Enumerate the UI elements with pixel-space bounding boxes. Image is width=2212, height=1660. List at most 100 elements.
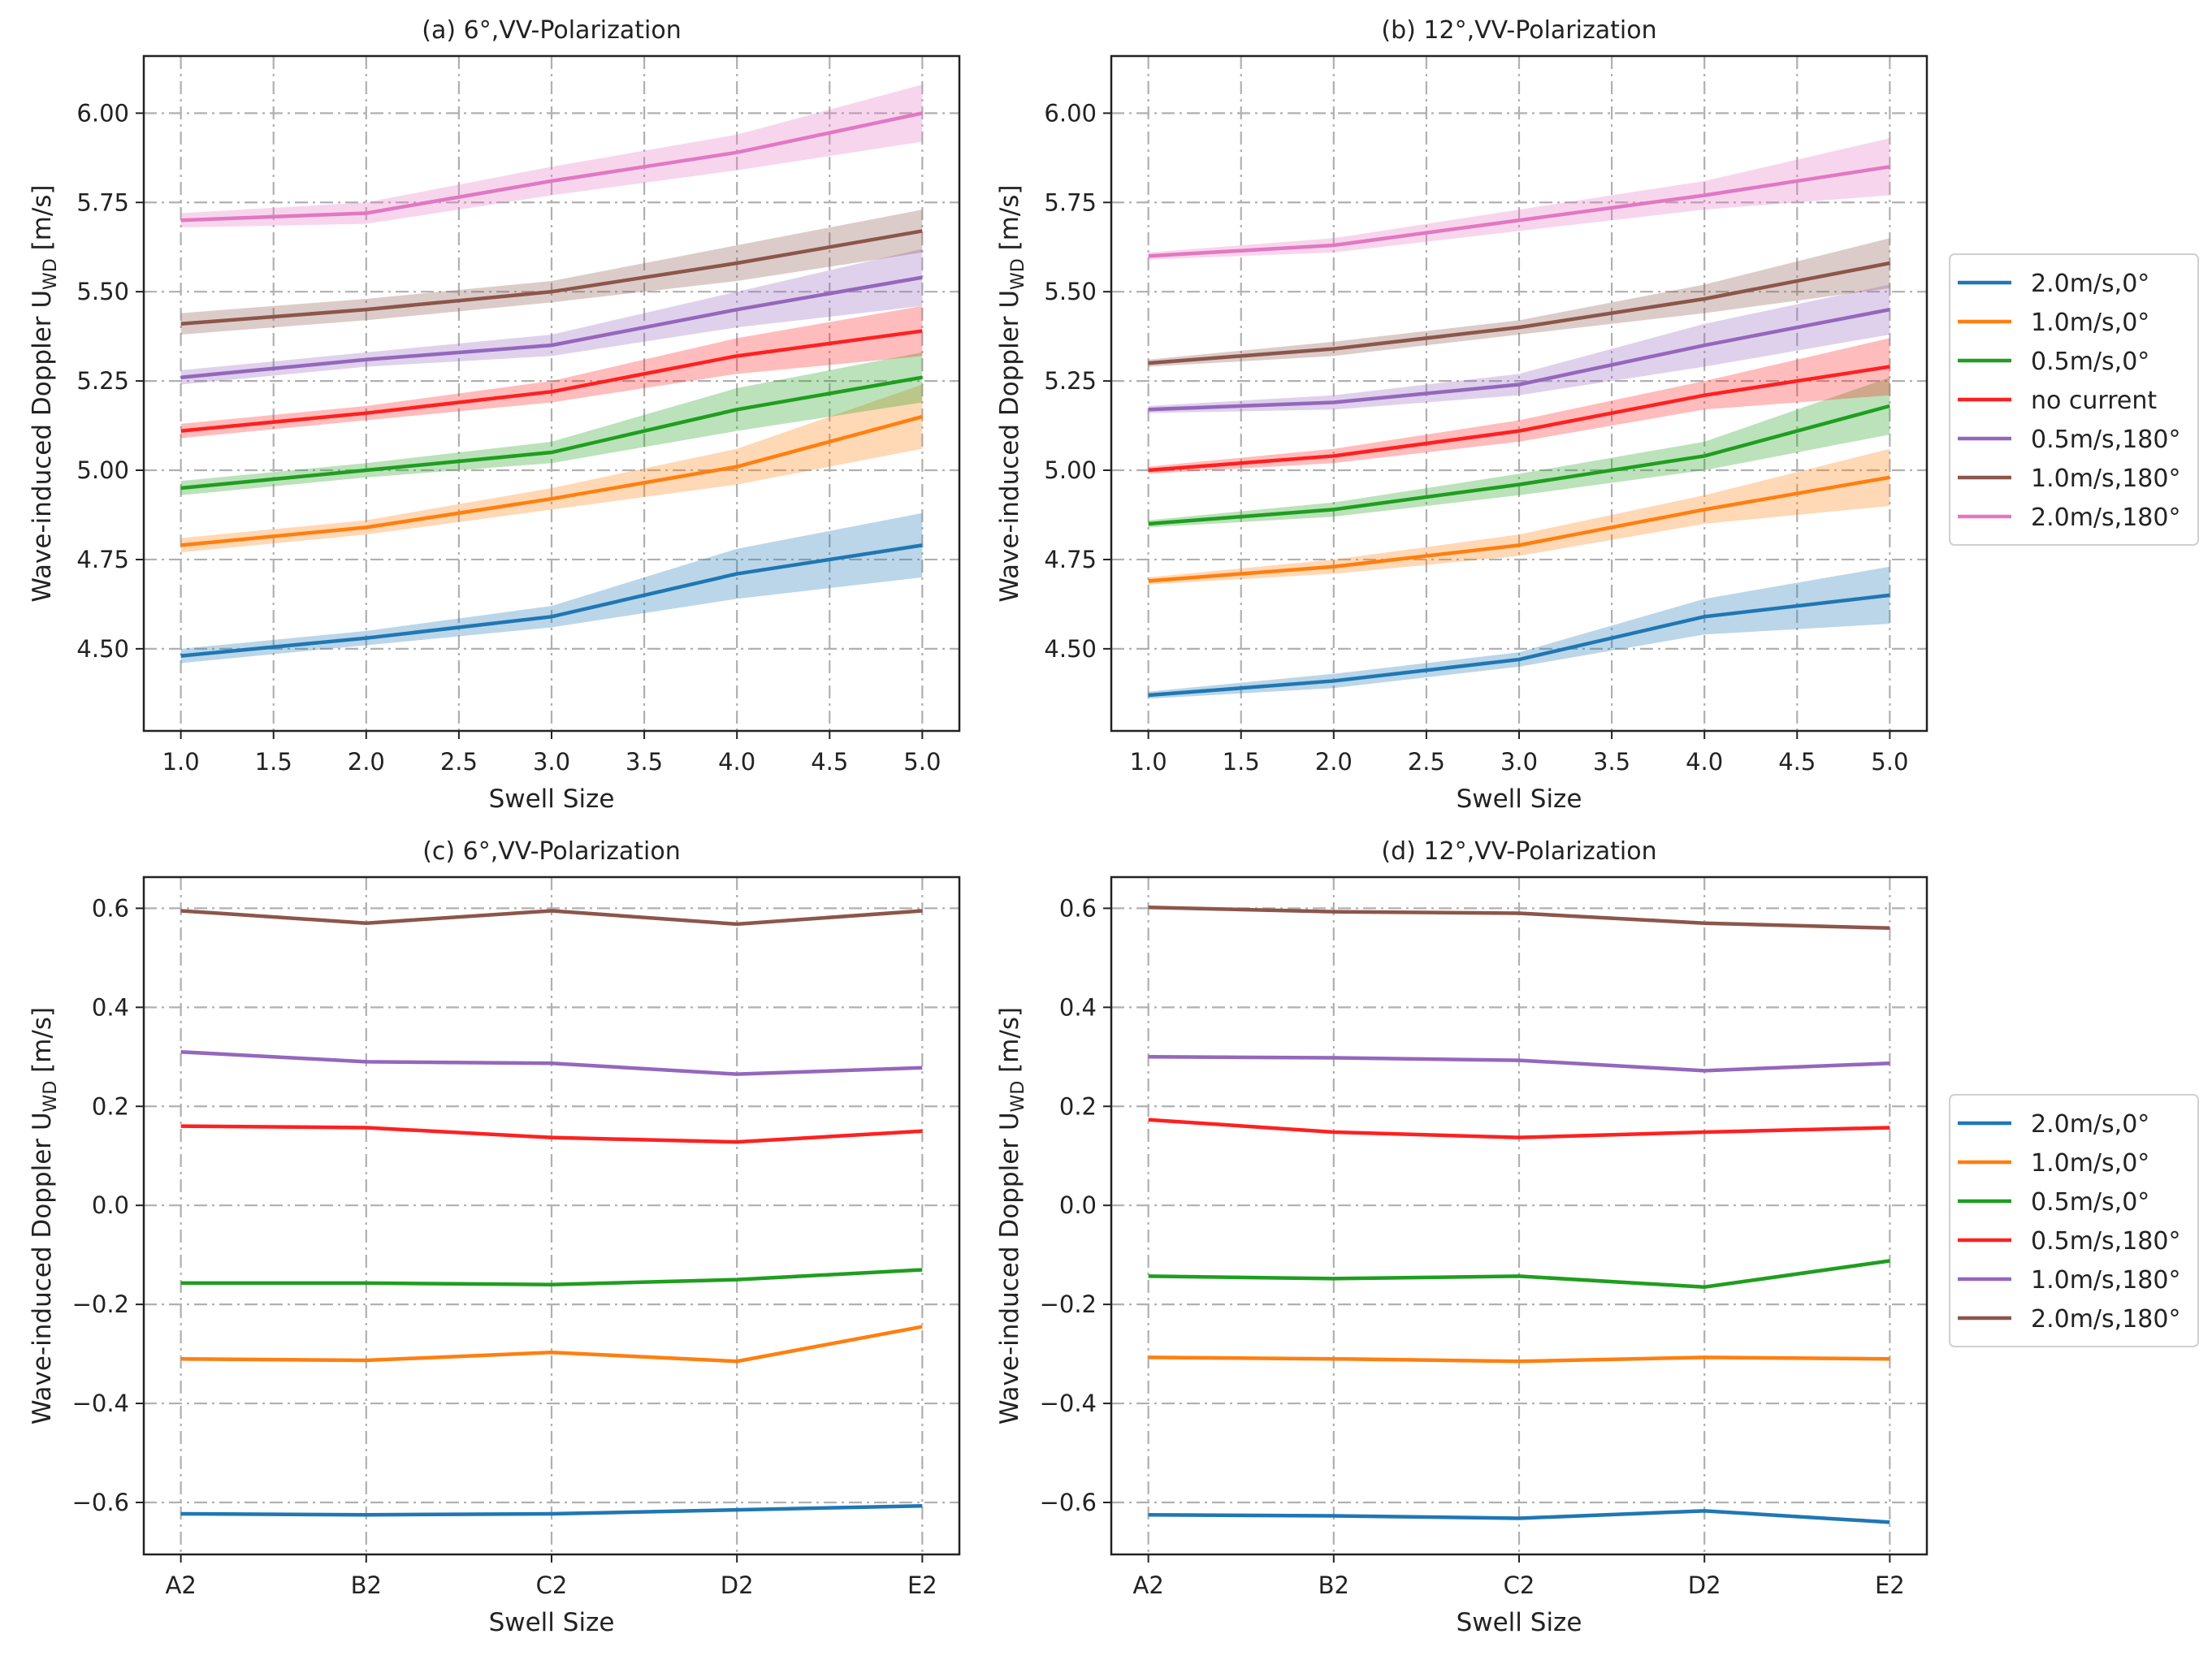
y-axis-label-main: Wave-induced Doppler U bbox=[995, 290, 1024, 603]
y-axis-label-unit: [m/s] bbox=[28, 1007, 57, 1081]
x-tick-label: E2 bbox=[907, 1571, 937, 1599]
y-axis-label-main: Wave-induced Doppler U bbox=[995, 1112, 1024, 1424]
legend: 2.0m/s,0° 1.0m/s,0° 0.5m/s,0° no current 0.5… bbox=[1949, 253, 2199, 546]
x-tick-label: A2 bbox=[165, 1571, 196, 1599]
y-axis-label-subscript: WD bbox=[41, 1081, 61, 1113]
y-tick-label: 5.75 bbox=[76, 188, 129, 216]
y-axis-label-subscript: WD bbox=[1008, 1081, 1028, 1113]
y-tick-label: 5.50 bbox=[76, 278, 129, 305]
series-line-1 bbox=[1148, 475, 1890, 583]
y-tick-label: −0.2 bbox=[72, 1290, 129, 1318]
y-tick-label: 6.00 bbox=[1044, 99, 1097, 127]
x-tick-label: 3.5 bbox=[626, 748, 663, 776]
chart-title: (d) 12°,VV-Polarization bbox=[1381, 837, 1656, 866]
legend-label-1: 1.0m/s,0° bbox=[2031, 309, 2149, 337]
legend-label-1: 1.0m/s,0° bbox=[2031, 1149, 2149, 1178]
series-line-3 bbox=[180, 1124, 923, 1144]
x-tick-label: 3.0 bbox=[1500, 748, 1538, 776]
series-line-5 bbox=[180, 909, 923, 927]
series-line-6 bbox=[180, 111, 923, 223]
confidence-band-2 bbox=[1148, 377, 1890, 528]
legend-frame bbox=[1949, 1094, 2199, 1347]
chart-title: (c) 6°,VV-Polarization bbox=[422, 837, 681, 866]
series-line-1 bbox=[1148, 1355, 1890, 1364]
y-tick-label: 0.2 bbox=[1059, 1092, 1097, 1120]
x-tick-label: 3.0 bbox=[533, 748, 570, 776]
y-axis-label: Wave-induced Doppler UWD [m/s] bbox=[995, 184, 1028, 602]
x-tick-label: 1.0 bbox=[1130, 748, 1167, 776]
series-line-0 bbox=[1148, 593, 1890, 698]
y-tick-label: −0.4 bbox=[1040, 1390, 1097, 1417]
series-line-0 bbox=[180, 1504, 923, 1517]
y-axis-label-unit: [m/s] bbox=[995, 1007, 1024, 1081]
series-line-2 bbox=[180, 375, 923, 491]
confidence-band-0 bbox=[180, 512, 923, 664]
legend-label-4: 0.5m/s,180° bbox=[2031, 426, 2180, 454]
panel-d: A2 B2 C2 D2 E2 −0.6 −0.4 −0.2 0.0 0.2 0.4 0.6 (d) 12… bbox=[995, 837, 2199, 1637]
series-line-4 bbox=[180, 1049, 923, 1076]
confidence-band-4 bbox=[1148, 284, 1890, 413]
y-tick-label: 5.25 bbox=[1044, 367, 1097, 395]
x-tick-label: 3.5 bbox=[1593, 748, 1630, 776]
series-line-3 bbox=[1148, 1117, 1890, 1139]
x-tick-label: B2 bbox=[1318, 1571, 1349, 1599]
confidence-band-1 bbox=[1148, 448, 1890, 585]
y-axis-label-main: Wave-induced Doppler U bbox=[28, 1112, 57, 1424]
legend-label-4: 1.0m/s,180° bbox=[2031, 1266, 2180, 1295]
legend-label-3: 0.5m/s,180° bbox=[2031, 1227, 2180, 1256]
x-tick-label: 4.0 bbox=[718, 748, 755, 776]
y-tick-label: 0.0 bbox=[1059, 1191, 1097, 1219]
x-tick-label: 2.0 bbox=[1315, 748, 1353, 776]
y-tick-label: 0.2 bbox=[92, 1092, 129, 1120]
confidence-band-5 bbox=[1148, 238, 1890, 367]
series-line-4 bbox=[1148, 1055, 1890, 1073]
y-tick-label: 0.6 bbox=[92, 894, 129, 922]
legend-label-2: 0.5m/s,0° bbox=[2031, 348, 2149, 376]
x-tick-label: 2.5 bbox=[1408, 748, 1445, 776]
series-line-1 bbox=[180, 1325, 923, 1364]
x-tick-label: 2.0 bbox=[348, 748, 385, 776]
y-tick-label: 0.0 bbox=[92, 1191, 129, 1219]
x-tick-label: 1.5 bbox=[255, 748, 292, 776]
y-axis-label-subscript: WD bbox=[1008, 258, 1028, 290]
x-tick-label: C2 bbox=[1504, 1571, 1535, 1599]
y-tick-label: 6.00 bbox=[76, 99, 129, 127]
y-axis-label-subscript: WD bbox=[41, 258, 61, 290]
y-axis-label: Wave-induced Doppler UWD [m/s] bbox=[995, 1007, 1028, 1424]
series-line-3 bbox=[180, 329, 923, 433]
confidence-band-5 bbox=[180, 210, 923, 335]
series-line-4 bbox=[1148, 307, 1890, 412]
x-tick-label: 1.0 bbox=[162, 748, 200, 776]
y-tick-label: 5.00 bbox=[76, 456, 129, 484]
x-axis-label: Swell Size bbox=[489, 785, 615, 814]
x-tick-label: B2 bbox=[351, 1571, 382, 1599]
legend-label-6: 2.0m/s,180° bbox=[2031, 504, 2180, 532]
x-tick-label: D2 bbox=[1688, 1571, 1721, 1599]
confidence-band-3 bbox=[180, 305, 923, 439]
legend-label-2: 0.5m/s,0° bbox=[2031, 1188, 2149, 1217]
y-tick-label: 4.75 bbox=[76, 546, 129, 573]
legend-label-0: 2.0m/s,0° bbox=[2031, 1110, 2149, 1139]
x-tick-label: 5.0 bbox=[1871, 748, 1908, 776]
y-axis-label-main: Wave-induced Doppler U bbox=[28, 290, 57, 603]
series-line-0 bbox=[180, 543, 923, 658]
y-tick-label: 0.4 bbox=[92, 993, 129, 1021]
x-axis-label: Swell Size bbox=[1457, 785, 1582, 814]
legend-frame bbox=[1949, 253, 2199, 546]
series-line-5 bbox=[180, 229, 923, 326]
x-tick-label: 5.0 bbox=[903, 748, 941, 776]
y-tick-label: 5.25 bbox=[76, 367, 129, 395]
y-tick-label: 5.00 bbox=[1044, 456, 1097, 484]
x-tick-label: 4.0 bbox=[1686, 748, 1723, 776]
y-axis-label: Wave-induced Doppler UWD [m/s] bbox=[28, 1007, 61, 1424]
y-axis-label-unit: [m/s] bbox=[995, 184, 1024, 258]
x-tick-label: 4.5 bbox=[811, 748, 848, 776]
x-tick-label: D2 bbox=[721, 1571, 754, 1599]
y-tick-label: −0.6 bbox=[72, 1489, 129, 1516]
chart-title: (a) 6°,VV-Polarization bbox=[422, 16, 681, 45]
y-tick-label: 5.75 bbox=[1044, 188, 1097, 216]
y-axis-label: Wave-induced Doppler UWD [m/s] bbox=[28, 184, 61, 602]
confidence-band-1 bbox=[180, 384, 923, 553]
y-axis-label-unit: [m/s] bbox=[28, 184, 57, 258]
